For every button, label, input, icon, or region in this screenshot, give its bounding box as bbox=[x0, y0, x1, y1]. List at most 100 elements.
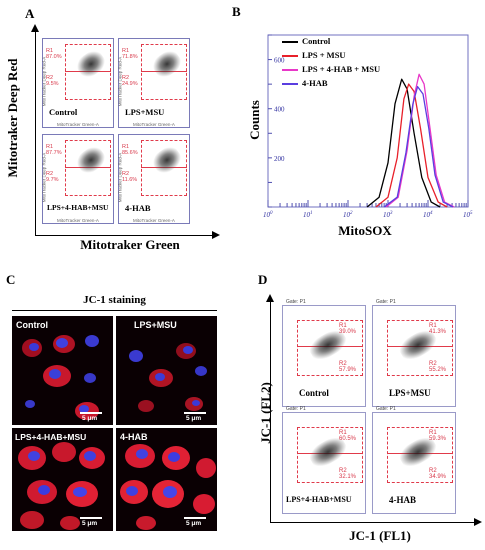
gate-r1-label: R1 bbox=[339, 323, 347, 329]
gate-r2-label: R2 bbox=[122, 171, 130, 177]
legend-swatch bbox=[282, 55, 298, 57]
y-tick-label: 400 bbox=[274, 106, 285, 114]
dotplot-condition: LPS+MSU bbox=[389, 388, 431, 398]
histogram-series-3 bbox=[383, 85, 454, 208]
panel-c-title: JC-1 staining bbox=[83, 294, 146, 306]
panel-b-histogram: 200 400 600 100 101 102 103 104 105 bbox=[263, 34, 473, 219]
gate-r1-label: R1 bbox=[339, 430, 347, 436]
gate-region bbox=[141, 140, 187, 196]
micrograph-control-scalebar bbox=[80, 412, 102, 414]
gate-region bbox=[387, 427, 453, 483]
dotplot-xlabel: MitoTracker Green-A bbox=[133, 218, 175, 223]
gate-region bbox=[297, 427, 363, 483]
gate-r2-value: 34.9% bbox=[429, 474, 447, 480]
micrograph-lps-4hab-msu-scale: 5 μm bbox=[82, 520, 98, 527]
gate-region bbox=[297, 320, 363, 376]
legend-entry: LPS + 4-HAB + MSU bbox=[302, 64, 381, 74]
gate-r1-value: 41.3% bbox=[429, 329, 447, 335]
gate-r1-label: R1 bbox=[429, 430, 437, 436]
gate-r2-value: 55.2% bbox=[429, 367, 447, 373]
panel-a-x-axis bbox=[35, 235, 213, 236]
gate-r2-label: R2 bbox=[46, 171, 54, 177]
dotplot-xlabel: MitoTracker Green-A bbox=[57, 122, 99, 127]
micrograph-control-label: Control bbox=[16, 320, 48, 330]
micrograph-lps-msu-cells bbox=[129, 343, 207, 412]
micrograph-lps-4hab-msu-label: LPS+4-HAB+MSU bbox=[15, 432, 87, 442]
panel-d-dotplot: Gate: P1 R1 60.5% R2 32.1% LPS+4-HAB+MSU bbox=[282, 406, 366, 514]
x-tick-label: 104 bbox=[423, 211, 433, 219]
gate-region bbox=[141, 44, 187, 100]
panel-c-title-rule bbox=[12, 310, 217, 311]
micrograph-control: Control 5 μm bbox=[12, 316, 113, 425]
micrograph-4hab-cells bbox=[120, 444, 216, 530]
dotplot-condition: 4-HAB bbox=[125, 203, 151, 213]
gate-r1-value: 87.0% bbox=[46, 54, 62, 60]
x-tick-label: 102 bbox=[343, 211, 353, 219]
y-tick-label: 600 bbox=[274, 57, 285, 65]
gate-caption: Gate: P1 bbox=[376, 299, 396, 305]
panel-d-ylabel: JC-1 (FL2) bbox=[258, 382, 273, 444]
panel-d-xlabel: JC-1 (FL1) bbox=[349, 528, 411, 543]
legend-entry: LPS + MSU bbox=[302, 50, 346, 60]
micrograph-lps-4hab-msu-cells bbox=[18, 442, 105, 530]
dotplot-ylabel: MitoTracker Deep Red-A bbox=[117, 152, 123, 203]
legend-swatch bbox=[282, 69, 298, 71]
panel-a-y-arrow bbox=[31, 24, 39, 32]
micrograph-lps-msu: LPS+MSU 5 μm bbox=[116, 316, 217, 425]
legend-swatch bbox=[282, 41, 298, 43]
gate-caption: Gate: P1 bbox=[286, 299, 306, 305]
panel-a-y-axis bbox=[35, 30, 36, 235]
panel-d-x-axis bbox=[270, 522, 475, 523]
histogram-series-2 bbox=[385, 73, 455, 208]
panel-a-dotplot: R1 71.8% R2 24.9% MitoTracker Green-A MitoTra… bbox=[117, 38, 190, 128]
gate-r1-label: R1 bbox=[122, 48, 130, 54]
panel-a-ylabel: Mitotraker Deep Red bbox=[5, 58, 20, 178]
legend-entry: 4-HAB bbox=[302, 78, 328, 88]
panel-d-x-arrow bbox=[474, 518, 482, 526]
dotplot-xlabel: MitoTracker Green-A bbox=[133, 122, 175, 127]
gate-region bbox=[387, 320, 453, 376]
histogram-series-1 bbox=[375, 83, 448, 208]
gate-r1-label: R1 bbox=[46, 144, 54, 150]
micrograph-4hab: 4-HAB 5 μm bbox=[116, 428, 217, 531]
micrograph-lps-4hab-msu: LPS+4-HAB+MSU 5 μm bbox=[12, 428, 113, 531]
gate-r2-label: R2 bbox=[339, 468, 347, 474]
gate-r1-value: 59.3% bbox=[429, 436, 447, 442]
panel-a-dotplot: R1 87.7% R2 9.7% MitoTracker Green-A MitoTrac… bbox=[41, 134, 114, 224]
dotplot-ylabel: MitoTracker Deep Red-A bbox=[41, 152, 47, 203]
dotplot-ylabel: MitoTracker Deep Red-A bbox=[41, 56, 47, 107]
gate-r1-value: 85.6% bbox=[122, 150, 138, 156]
gate-r2-value: 24.9% bbox=[122, 81, 138, 87]
micrograph-4hab-scalebar bbox=[184, 517, 206, 519]
panel-a-x-arrow bbox=[212, 231, 220, 239]
panel-a-dotplot: R1 85.6% R2 11.6% MitoTracker Green-A MitoTra… bbox=[117, 134, 190, 224]
gate-r2-label: R2 bbox=[46, 75, 54, 81]
dotplot-condition: LPS+4-HAB+MSU bbox=[47, 203, 109, 212]
panel-d-dotplot: Gate: P1 R1 59.3% R2 34.9% 4-HAB bbox=[372, 406, 456, 514]
gate-region bbox=[65, 44, 111, 100]
x-tick-label: 105 bbox=[463, 211, 473, 219]
gate-r2-value: 57.9% bbox=[339, 367, 357, 373]
gate-r1-label: R1 bbox=[46, 48, 54, 54]
micrograph-control-scale: 5 μm bbox=[82, 415, 98, 422]
gate-r2-value: 32.1% bbox=[339, 474, 357, 480]
panel-d-letter: D bbox=[258, 272, 268, 287]
panel-d-y-arrow bbox=[266, 294, 274, 302]
gate-caption: Gate: P1 bbox=[376, 406, 396, 412]
dotplot-condition: 4-HAB bbox=[389, 495, 416, 505]
x-tick-label: 100 bbox=[263, 211, 273, 219]
micrograph-4hab-label: 4-HAB bbox=[120, 432, 148, 442]
gate-r1-value: 39.0% bbox=[339, 329, 357, 335]
histogram-series-0 bbox=[366, 78, 441, 208]
micrograph-lps-4hab-msu-scalebar bbox=[80, 517, 102, 519]
micrograph-lps-msu-label: LPS+MSU bbox=[134, 320, 177, 330]
panel-a-letter: A bbox=[25, 6, 35, 21]
panel-d-y-axis bbox=[270, 300, 271, 522]
micrograph-lps-msu-scale: 5 μm bbox=[186, 415, 202, 422]
gate-r2-value: 9.7% bbox=[46, 177, 59, 183]
gate-region bbox=[65, 140, 111, 196]
legend-swatch bbox=[282, 83, 298, 85]
micrograph-lps-msu-scalebar bbox=[184, 412, 206, 414]
gate-r1-label: R1 bbox=[429, 323, 437, 329]
